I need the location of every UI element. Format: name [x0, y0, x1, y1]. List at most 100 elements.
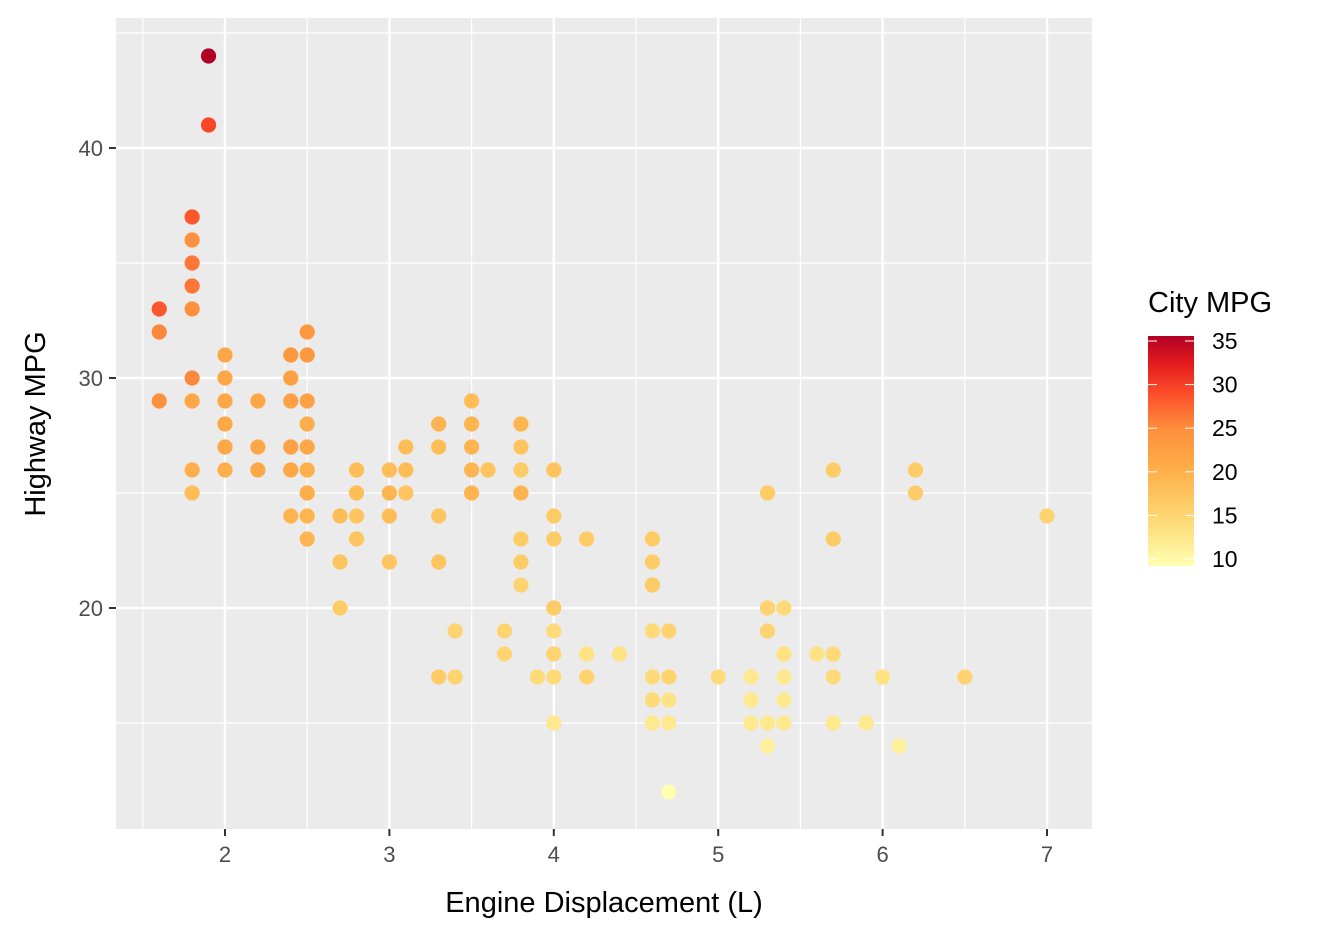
- data-point: [513, 416, 529, 432]
- x-axis: 2 3 4 5 6 7: [219, 829, 1053, 867]
- data-point: [431, 508, 447, 524]
- data-point: [184, 301, 200, 317]
- data-point: [546, 669, 562, 685]
- data-point: [776, 646, 792, 662]
- data-point: [332, 554, 348, 570]
- data-point: [299, 531, 315, 547]
- grid-lines: [116, 18, 1092, 829]
- data-point: [875, 669, 891, 685]
- data-point: [825, 646, 841, 662]
- data-point: [759, 738, 776, 754]
- data-point: [776, 715, 792, 731]
- data-point: [283, 370, 299, 386]
- data-point: [299, 393, 315, 409]
- data-point: [957, 669, 973, 685]
- data-point: [299, 508, 315, 524]
- legend-label: 15: [1212, 502, 1238, 528]
- data-point: [644, 577, 661, 593]
- data-point: [348, 485, 365, 501]
- data-point: [184, 232, 200, 248]
- x-tick-label: 3: [383, 842, 395, 867]
- legend-ticks: 10 15 20 25 30 35: [1148, 328, 1238, 572]
- data-point: [299, 347, 315, 363]
- data-point: [184, 278, 200, 294]
- data-point: [759, 600, 776, 616]
- data-point: [464, 416, 480, 432]
- legend-label: 20: [1212, 459, 1238, 485]
- data-point: [200, 117, 217, 133]
- data-point: [398, 462, 414, 478]
- data-point: [611, 646, 628, 662]
- data-point: [546, 531, 562, 547]
- data-point: [431, 416, 447, 432]
- data-point: [151, 393, 167, 409]
- y-tick-label: 30: [79, 366, 103, 391]
- data-point: [644, 669, 661, 685]
- data-point: [332, 508, 348, 524]
- x-axis-title: Engine Displacement (L): [445, 887, 763, 919]
- data-point: [1039, 508, 1055, 524]
- data-point: [579, 669, 595, 685]
- data-point: [447, 669, 463, 685]
- data-point: [464, 393, 480, 409]
- data-point: [348, 462, 365, 478]
- data-point: [776, 600, 792, 616]
- data-point: [513, 485, 529, 501]
- legend-label: 25: [1212, 415, 1238, 441]
- legend-label: 35: [1212, 328, 1238, 354]
- data-point: [184, 370, 200, 386]
- data-point: [398, 485, 414, 501]
- x-tick-label: 2: [219, 842, 231, 867]
- data-point: [464, 462, 480, 478]
- data-point: [431, 439, 447, 455]
- data-point: [217, 347, 233, 363]
- data-point: [858, 715, 874, 731]
- y-tick-label: 40: [79, 136, 103, 161]
- data-point: [661, 669, 677, 685]
- data-point: [299, 439, 315, 455]
- data-point: [381, 508, 397, 524]
- data-point: [250, 462, 266, 478]
- data-point: [431, 669, 447, 685]
- data-point: [644, 715, 661, 731]
- data-point: [644, 554, 661, 570]
- data-point: [513, 462, 529, 478]
- data-point: [825, 669, 841, 685]
- data-point: [546, 600, 562, 616]
- data-point: [447, 623, 463, 639]
- data-point: [217, 416, 233, 432]
- data-point: [546, 462, 562, 478]
- data-point: [825, 462, 841, 478]
- data-point: [661, 784, 677, 800]
- data-point: [661, 623, 677, 639]
- data-point: [184, 485, 200, 501]
- data-point: [431, 554, 447, 570]
- data-point: [283, 347, 299, 363]
- data-point: [644, 692, 661, 708]
- data-point: [743, 692, 759, 708]
- data-point: [743, 669, 759, 685]
- data-point: [381, 485, 397, 501]
- data-point: [710, 669, 726, 685]
- data-point: [283, 393, 299, 409]
- data-point: [217, 393, 233, 409]
- y-axis: 20 30 40: [79, 136, 116, 621]
- x-tick-label: 4: [548, 842, 560, 867]
- data-point: [200, 48, 217, 64]
- data-point: [759, 623, 776, 639]
- data-point: [661, 692, 677, 708]
- legend-title: City MPG: [1148, 287, 1272, 319]
- data-point: [250, 393, 266, 409]
- data-point: [184, 462, 200, 478]
- data-point: [513, 577, 529, 593]
- data-point: [217, 439, 233, 455]
- y-axis-title: Highway MPG: [20, 331, 52, 516]
- data-point: [217, 370, 233, 386]
- data-point: [464, 485, 480, 501]
- data-point: [644, 531, 661, 547]
- data-point: [381, 554, 397, 570]
- color-legend: City MPG 10 15 20 25 30 35: [1148, 287, 1272, 572]
- data-point: [579, 646, 595, 662]
- data-point: [299, 462, 315, 478]
